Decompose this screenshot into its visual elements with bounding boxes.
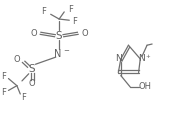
Text: −: − bbox=[63, 48, 69, 54]
Text: F: F bbox=[1, 88, 6, 97]
Text: O: O bbox=[14, 55, 20, 64]
Text: N: N bbox=[139, 54, 145, 63]
Text: +: + bbox=[145, 54, 150, 59]
Text: F: F bbox=[69, 5, 73, 14]
Text: S: S bbox=[29, 64, 35, 74]
Text: F: F bbox=[21, 93, 26, 102]
Text: N: N bbox=[54, 49, 61, 59]
Text: S: S bbox=[56, 31, 63, 41]
Text: O: O bbox=[81, 29, 88, 38]
Text: N: N bbox=[115, 54, 122, 63]
Text: OH: OH bbox=[139, 82, 151, 91]
Text: O: O bbox=[29, 79, 35, 88]
Text: F: F bbox=[42, 7, 46, 16]
Text: F: F bbox=[72, 17, 77, 26]
Text: F: F bbox=[1, 72, 6, 81]
Text: O: O bbox=[30, 29, 37, 38]
